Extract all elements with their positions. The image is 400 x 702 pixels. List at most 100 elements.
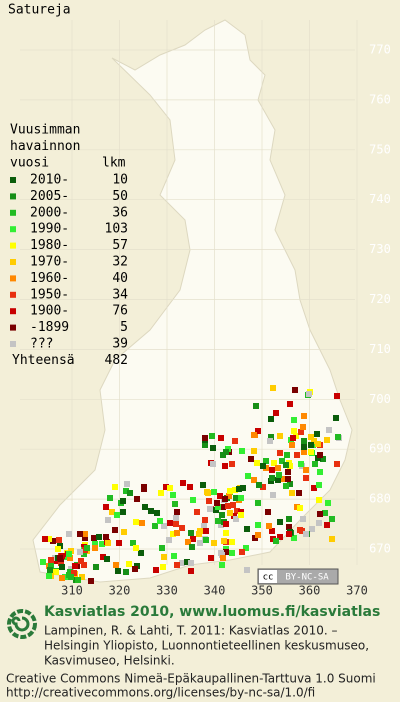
occurrence-square bbox=[277, 433, 283, 439]
occurrence-square bbox=[229, 539, 235, 545]
occurrence-square bbox=[218, 435, 224, 441]
occurrence-square bbox=[126, 561, 132, 567]
occurrence-square bbox=[232, 487, 238, 493]
y-label: 770 bbox=[369, 43, 391, 57]
legend-swatch bbox=[10, 275, 16, 282]
legend-swatch bbox=[10, 209, 16, 216]
occurrence-square bbox=[290, 435, 296, 441]
occurrence-square bbox=[219, 562, 225, 568]
occurrence-square bbox=[238, 512, 244, 518]
occurrence-square bbox=[220, 504, 226, 510]
occurrence-square bbox=[50, 538, 56, 544]
occurrence-square bbox=[287, 401, 293, 407]
occurrence-square bbox=[112, 527, 118, 533]
occurrence-square bbox=[123, 569, 129, 575]
legend-total-label: Yhteensä bbox=[12, 353, 75, 368]
legend-label: 1900- bbox=[30, 304, 69, 319]
occurrence-square bbox=[77, 549, 83, 555]
legend-count: 39 bbox=[112, 337, 128, 352]
occurrence-square bbox=[202, 442, 208, 448]
occurrence-square bbox=[320, 456, 326, 462]
occurrence-square bbox=[109, 509, 115, 515]
occurrence-square bbox=[133, 545, 139, 551]
occurrence-square bbox=[167, 485, 173, 491]
occurrence-square bbox=[215, 504, 221, 510]
occurrence-square bbox=[138, 550, 144, 556]
occurrence-square bbox=[277, 519, 283, 525]
legend-swatch bbox=[10, 226, 16, 233]
occurrence-square bbox=[47, 567, 53, 573]
occurrence-square bbox=[256, 482, 262, 488]
occurrence-square bbox=[160, 564, 166, 570]
occurrence-square bbox=[322, 510, 328, 516]
legend-total: 482 bbox=[105, 353, 128, 368]
y-label: 740 bbox=[369, 192, 391, 206]
license-line: Creative Commons Nimeä-Epäkaupallinen-Ta… bbox=[6, 672, 376, 686]
occurrence-square bbox=[197, 528, 203, 534]
occurrence-square bbox=[234, 508, 240, 514]
y-label: 690 bbox=[369, 442, 391, 456]
citation-line: Helsingin Yliopisto, Luonnontieteellinen… bbox=[44, 639, 369, 653]
occurrence-square bbox=[82, 535, 88, 541]
occurrence-square bbox=[161, 523, 167, 529]
occurrence-square bbox=[91, 535, 97, 541]
occurrence-square bbox=[317, 511, 323, 517]
cc-badge: cc BY-NC-SA bbox=[257, 568, 339, 585]
occurrence-square bbox=[159, 545, 165, 551]
occurrence-square bbox=[167, 520, 173, 526]
occurrence-square bbox=[301, 449, 307, 455]
occurrence-square bbox=[326, 427, 332, 433]
occurrence-square bbox=[311, 485, 317, 491]
badge-cc: cc bbox=[263, 573, 274, 583]
occurrence-square bbox=[66, 551, 72, 557]
occurrence-square bbox=[291, 428, 297, 434]
occurrence-square bbox=[244, 567, 250, 573]
occurrence-square bbox=[222, 463, 228, 469]
occurrence-square bbox=[296, 490, 302, 496]
badge-box bbox=[257, 568, 339, 585]
legend-swatch bbox=[10, 177, 16, 183]
legend-heading: Vuusimman bbox=[10, 123, 80, 138]
occurrence-square bbox=[334, 393, 340, 399]
occurrence-square bbox=[334, 461, 340, 467]
occurrence-square bbox=[279, 458, 285, 464]
occurrence-square bbox=[42, 536, 48, 542]
occurrence-square bbox=[67, 555, 73, 561]
occurrence-square bbox=[66, 531, 72, 537]
occurrence-square bbox=[324, 522, 330, 528]
occurrence-square bbox=[214, 500, 220, 506]
legend-swatch bbox=[10, 291, 16, 298]
occurrence-square bbox=[208, 555, 214, 561]
occurrence-square bbox=[114, 512, 120, 518]
occurrence-square bbox=[53, 569, 59, 575]
legend-count: 10 bbox=[112, 173, 128, 188]
x-label: 360 bbox=[299, 584, 321, 598]
occurrence-square bbox=[255, 500, 261, 506]
occurrence-square bbox=[120, 509, 126, 515]
occurrence-square bbox=[170, 492, 176, 498]
y-label: 680 bbox=[369, 492, 391, 506]
occurrence-square bbox=[239, 448, 245, 454]
occurrence-square bbox=[68, 574, 74, 580]
badge-text: BY-NC-SA bbox=[285, 573, 329, 583]
occurrence-square bbox=[104, 556, 110, 562]
occurrence-square bbox=[317, 452, 323, 458]
occurrence-square bbox=[173, 521, 179, 527]
occurrence-square bbox=[298, 461, 304, 467]
legend-label: 1980- bbox=[30, 238, 69, 253]
occurrence-square bbox=[170, 531, 176, 537]
occurrence-square bbox=[263, 458, 269, 464]
occurrence-square bbox=[269, 467, 275, 473]
occurrence-square bbox=[273, 410, 279, 416]
legend-count: 57 bbox=[112, 238, 128, 253]
occurrence-square bbox=[253, 403, 259, 409]
occurrence-square bbox=[46, 573, 52, 579]
occurrence-square bbox=[308, 449, 314, 455]
occurrence-square bbox=[227, 510, 233, 516]
occurrence-square bbox=[179, 560, 185, 566]
occurrence-square bbox=[244, 526, 250, 532]
occurrence-square bbox=[298, 429, 304, 435]
occurrence-square bbox=[116, 540, 122, 546]
occurrence-square bbox=[132, 566, 138, 572]
y-label: 710 bbox=[369, 342, 391, 356]
